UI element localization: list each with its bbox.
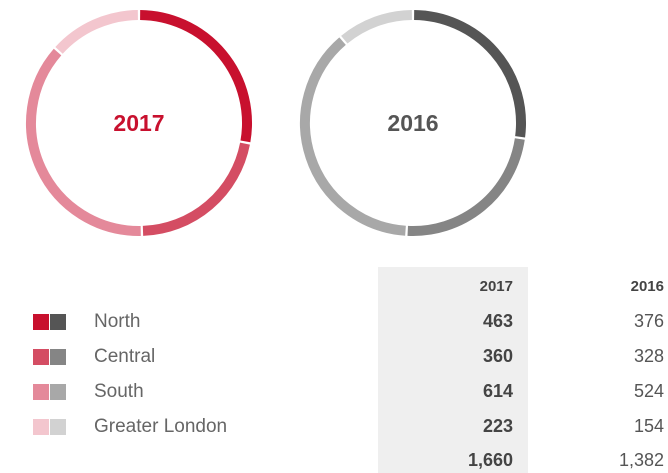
table-header: 2016 [631,278,664,295]
legend-swatch [33,314,49,330]
table-value: 524 [634,381,664,401]
legend-swatch [33,419,49,435]
legend-swatch [33,349,49,365]
table-total: 1,660 [468,450,513,470]
table-value: 360 [483,346,513,366]
donut-segment [55,10,139,54]
legend-label: North [94,311,140,332]
donut-center-label: 2017 [113,110,164,136]
table-value: 154 [634,416,664,436]
legend-label: Central [94,346,155,367]
legend-label: Greater London [94,416,227,437]
legend-swatch [50,314,66,330]
legend-swatch [33,384,49,400]
legend-swatch [50,419,66,435]
table-value: 463 [483,311,513,331]
table-header: 2017 [480,278,513,295]
table-total: 1,382 [619,450,664,470]
donut-segment [407,138,525,236]
donut-segment [26,48,141,236]
table-value: 614 [483,381,513,401]
table-value: 328 [634,346,664,366]
column-highlight [378,267,528,473]
legend-label: South [94,381,144,402]
donut-segment [142,142,250,236]
donut-segment [140,10,252,143]
donut-segment [341,10,413,44]
donut-segment [414,10,526,138]
legend-swatch [50,349,66,365]
donut-segment [300,37,406,236]
table-value: 223 [483,416,513,436]
table-value: 376 [634,311,664,331]
legend-swatch [50,384,66,400]
donut-center-label: 2016 [387,110,438,136]
